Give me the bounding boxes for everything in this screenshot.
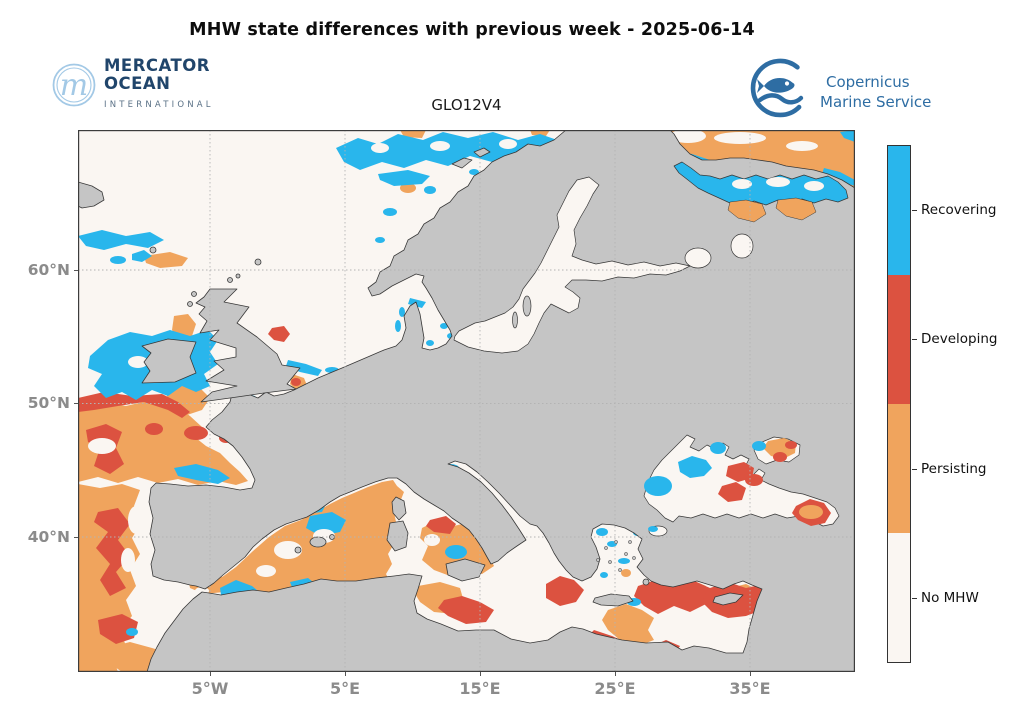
colorbar-segment-persisting — [888, 404, 910, 533]
white-sea-gaps — [732, 177, 824, 191]
orkney-island-2 — [235, 273, 241, 279]
ytick-40n: 40°N — [27, 528, 70, 546]
copernicus-word-2: Marine Service — [820, 93, 931, 111]
shetland-island — [254, 258, 262, 266]
mercator-ocean-logo-icon: m — [52, 63, 96, 107]
ireland-land — [141, 338, 197, 384]
xtick-mark — [210, 672, 211, 676]
wave-icon — [757, 93, 804, 105]
xtick-mark — [750, 672, 751, 676]
ytick-mark — [74, 537, 78, 538]
lofoten-islands — [451, 157, 473, 169]
ibiza-island — [294, 546, 302, 554]
ytick-60n: 60°N — [27, 261, 70, 279]
sardinia-land — [386, 520, 409, 552]
faroe-island — [149, 246, 157, 254]
rhodes-island — [642, 578, 650, 586]
xtick-mark — [615, 672, 616, 676]
orkney-island — [227, 277, 233, 283]
aegean-islands — [596, 540, 636, 572]
crete-land — [592, 593, 634, 607]
white-sea-onega-bay — [727, 199, 767, 223]
map-frame — [78, 130, 855, 672]
copernicus-circle-icon — [750, 58, 802, 118]
legend-label-no-mhw: No MHW — [921, 590, 979, 606]
xtick-5e: 5°E — [329, 679, 361, 698]
europe-mhw-map — [78, 130, 855, 672]
lofoten-islands-2 — [473, 147, 491, 158]
colorbar-segment-no-mhw — [888, 533, 910, 662]
map-panel — [78, 130, 855, 672]
copernicus-logo-icon: Copernicus Marine Service — [750, 58, 931, 118]
xtick-mark — [480, 672, 481, 676]
mhw-state-colorbar — [887, 145, 911, 663]
white-sea — [673, 161, 849, 208]
colorbar-tick — [912, 339, 917, 340]
xtick-35e: 35°E — [729, 679, 771, 698]
mercator-word-3: INTERNATIONAL — [104, 100, 214, 110]
colorbar-segment-developing — [888, 275, 910, 404]
model-subtitle: GLO12V4 — [431, 96, 502, 114]
xtick-25e: 25°E — [594, 679, 636, 698]
copernicus-logo: Copernicus Marine Service — [742, 54, 982, 126]
great-britain-land — [195, 288, 301, 403]
hebrides-island — [191, 291, 197, 297]
legend-label-developing: Developing — [921, 331, 998, 347]
sicily-land — [445, 558, 486, 582]
oland-island — [512, 311, 518, 329]
legend-label-recovering: Recovering — [921, 202, 997, 218]
inland-sea-patches — [644, 438, 831, 532]
xtick-15e: 15°E — [459, 679, 501, 698]
fish-icon — [757, 77, 795, 93]
ytick-mark — [74, 403, 78, 404]
colorbar-tick — [912, 469, 917, 470]
copernicus-word-1: Copernicus — [826, 73, 910, 91]
mercator-monogram: m — [60, 68, 88, 103]
xtick-mark — [345, 672, 346, 676]
figure-title: MHW state differences with previous week… — [189, 20, 755, 40]
mercator-ocean-logo: m MERCATOR OCEAN INTERNATIONAL — [48, 54, 288, 120]
mercator-word-2: OCEAN — [104, 74, 171, 93]
legend-label-persisting: Persisting — [921, 461, 987, 477]
cyprus-land — [712, 592, 744, 606]
ytick-mark — [74, 270, 78, 271]
white-sea-dvina-bay — [775, 197, 817, 221]
baltic-sea — [453, 176, 691, 354]
lake-onega — [730, 233, 754, 259]
ytick-50n: 50°N — [27, 394, 70, 412]
lake-ladoga — [684, 247, 712, 269]
xtick-5w: 5°W — [191, 679, 229, 698]
colorbar-tick — [912, 598, 917, 599]
colorbar-segment-recovering — [888, 146, 910, 275]
graticule — [78, 130, 855, 672]
mercator-word-1: MERCATOR — [104, 56, 210, 75]
gotland-island — [522, 295, 532, 317]
mallorca-island — [309, 536, 327, 548]
corsica-land — [391, 496, 407, 521]
hebrides-island-2 — [187, 301, 193, 307]
colorbar-tick — [912, 210, 917, 211]
